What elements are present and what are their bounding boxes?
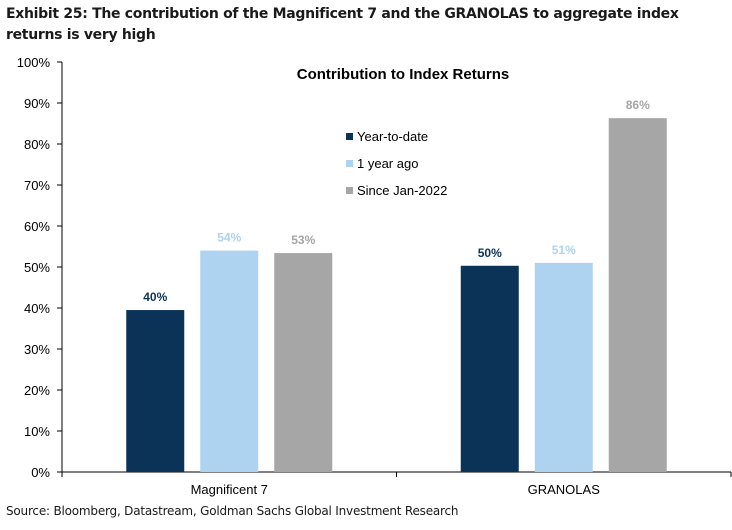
legend-swatch xyxy=(346,160,353,167)
chart-title: Contribution to Index Returns xyxy=(297,66,509,83)
bars xyxy=(126,118,667,473)
y-tick-label: 90% xyxy=(24,96,50,111)
legend-swatch xyxy=(346,133,353,140)
x-tick-label: Magnificent 7 xyxy=(191,482,268,497)
y-tick-label: 70% xyxy=(24,178,50,193)
bar xyxy=(126,310,185,472)
bar xyxy=(534,262,593,472)
y-tick-label: 60% xyxy=(24,219,50,234)
y-tick-label: 100% xyxy=(17,55,51,70)
data-labels: 40% 54% 53% 50% 51% 86% xyxy=(143,98,650,304)
legend-swatch xyxy=(346,187,353,194)
data-label: 54% xyxy=(217,231,241,245)
data-label: 51% xyxy=(552,243,576,257)
bar xyxy=(274,253,333,472)
bar xyxy=(608,118,667,473)
legend-label: Year-to-date xyxy=(357,129,428,144)
y-tick-label: 20% xyxy=(24,383,50,398)
bar xyxy=(460,265,519,472)
y-axis: 0% 10% 20% 30% 40% 50% 60% 70% 80% 90% 100% xyxy=(17,55,63,480)
y-tick-label: 40% xyxy=(24,301,50,316)
bar xyxy=(200,250,259,472)
data-label: 50% xyxy=(478,246,502,260)
y-tick-label: 30% xyxy=(24,342,50,357)
y-tick-label: 80% xyxy=(24,137,50,152)
x-axis: Magnificent 7 GRANOLAS xyxy=(61,471,732,497)
legend-label: Since Jan-2022 xyxy=(357,183,447,198)
data-label: 53% xyxy=(291,233,315,247)
legend: Year-to-date 1 year ago Since Jan-2022 xyxy=(346,129,447,198)
x-tick-label: GRANOLAS xyxy=(528,482,601,497)
y-tick-label: 50% xyxy=(24,260,50,275)
exhibit-title: Exhibit 25: The contribution of the Magn… xyxy=(6,6,679,43)
y-tick-label: 10% xyxy=(24,424,50,439)
data-label: 40% xyxy=(143,290,167,304)
legend-label: 1 year ago xyxy=(357,156,418,171)
y-tick-label: 0% xyxy=(31,465,50,480)
source-note: Source: Bloomberg, Datastream, Goldman S… xyxy=(6,504,459,518)
data-label: 86% xyxy=(626,98,650,112)
